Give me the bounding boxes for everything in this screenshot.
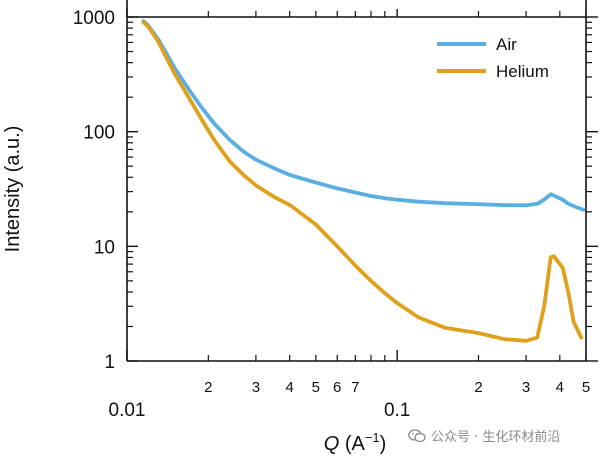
y-tick-label: 1	[104, 352, 115, 373]
x-minor-tick-label: 3	[252, 379, 260, 396]
y-tick-label: 100	[83, 123, 115, 144]
y-axis-title: Intensity (a.u.)	[2, 126, 24, 253]
x-minor-tick-label: 4	[556, 379, 564, 396]
x-minor-tick-label: 2	[204, 379, 212, 396]
watermark-text: 公众号 · 生化环材前沿	[431, 430, 561, 445]
x-axis-title: Q (A−1)	[324, 430, 387, 455]
series-line-helium	[141, 20, 584, 343]
x-minor-tick-label: 7	[351, 379, 359, 396]
y-tick-label: 10	[94, 237, 115, 258]
y-tick-label: 1000	[73, 8, 115, 29]
x-tick-label: 0.01	[109, 400, 146, 421]
x-minor-tick-label: 6	[333, 379, 341, 396]
x-minor-tick-label: 5	[312, 379, 320, 396]
legend-label-helium: Helium	[496, 62, 549, 81]
x-minor-tick-label: 5	[582, 379, 590, 396]
x-minor-tick-label: 3	[522, 379, 530, 396]
wechat-icon	[408, 428, 426, 442]
x-minor-tick-label: 2	[474, 379, 482, 396]
watermark: 公众号 · 生化环材前沿	[408, 426, 560, 445]
x-tick-label: 0.1	[384, 400, 410, 421]
axis-titles: Intensity (a.u.) Q (A−1)	[2, 126, 386, 455]
legend: Air Helium	[437, 35, 549, 81]
series-lines	[141, 19, 586, 343]
x-minor-tick-label: 4	[285, 379, 293, 396]
series-line-air	[141, 19, 586, 212]
plot-frame	[126, 0, 587, 362]
legend-label-air: Air	[496, 35, 517, 54]
